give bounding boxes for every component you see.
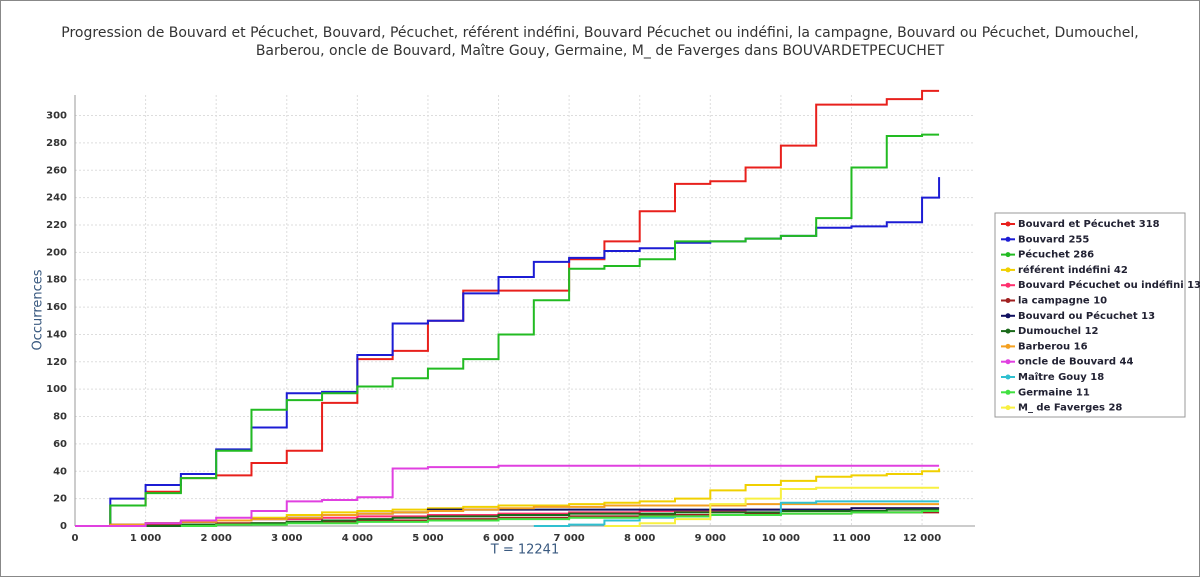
x-tick-label: 1 000 (130, 533, 161, 544)
legend-marker (1005, 374, 1011, 380)
x-tick-label: 5 000 (412, 533, 443, 544)
legend-label: Dumouchel 12 (1018, 326, 1099, 337)
legend-marker (1005, 389, 1011, 395)
y-tick-label: 260 (46, 165, 67, 176)
legend-box (994, 212, 1186, 418)
legend-marker (1005, 328, 1011, 334)
legend-label: Bouvard et Pécuchet 318 (1018, 218, 1160, 230)
y-tick-label: 280 (46, 138, 67, 149)
legend-label: référent indéfini 42 (1018, 264, 1128, 276)
y-tick-label: 240 (46, 193, 67, 204)
legend-label: Maître Gouy 18 (1018, 371, 1104, 383)
legend-marker (1005, 313, 1011, 319)
y-tick-label: 60 (53, 439, 67, 450)
y-tick-label: 120 (46, 357, 67, 368)
x-tick-label: 8 000 (624, 533, 655, 544)
x-tick-label: 12 000 (903, 533, 941, 544)
legend-label: Bouvard 255 (1018, 234, 1089, 245)
legend-marker (1005, 343, 1011, 349)
x-tick-label: 3 000 (271, 533, 302, 544)
legend-marker (1005, 252, 1011, 258)
y-tick-label: 0 (60, 521, 67, 532)
legend-label: Germaine 11 (1018, 387, 1090, 398)
y-tick-label: 80 (53, 412, 67, 423)
y-tick-label: 160 (46, 302, 67, 313)
legend-label: Bouvard ou Pécuchet 13 (1018, 310, 1155, 322)
y-tick-label: 300 (46, 111, 67, 122)
series-line (75, 133, 940, 527)
chart-title: Progression de Bouvard et Pécuchet, Bouv… (61, 25, 1138, 41)
legend-marker (1005, 282, 1011, 288)
y-tick-label: 200 (46, 247, 67, 258)
series-line (180, 509, 940, 527)
legend-marker (1005, 267, 1011, 273)
legend-label: oncle de Bouvard 44 (1018, 357, 1133, 368)
y-tick-label: 220 (46, 220, 67, 231)
legend-label: la campagne 10 (1018, 296, 1107, 307)
legend-marker (1005, 298, 1011, 303)
legend-marker (1005, 221, 1011, 227)
legend-marker (1005, 359, 1011, 365)
legend-label: Barberou 16 (1018, 341, 1088, 352)
legend-label: Pécuchet 286 (1018, 249, 1094, 261)
x-tick-label: 9 000 (695, 533, 726, 544)
y-tick-label: 40 (53, 466, 67, 477)
series-line (604, 486, 940, 527)
x-tick-label: 7 000 (553, 533, 584, 544)
y-axis-label: Occurrences (31, 269, 46, 350)
x-tick-label: 6 000 (483, 533, 514, 544)
y-tick-label: 100 (46, 384, 67, 395)
y-tick-label: 180 (46, 275, 67, 286)
x-tick-label: 4 000 (342, 533, 373, 544)
y-tick-label: 20 (53, 494, 67, 505)
x-axis-label: T = 12241 (490, 543, 559, 558)
x-tick-label: 11 000 (832, 533, 870, 544)
legend-label: M_ de Faverges 28 (1018, 403, 1122, 414)
series-line (75, 464, 940, 527)
x-tick-label: 2 000 (201, 533, 232, 544)
y-tick-label: 140 (46, 329, 67, 340)
chart-title: Barberou, oncle de Bouvard, Maître Gouy,… (256, 43, 945, 59)
legend-marker (1005, 236, 1011, 242)
x-tick-label: 10 000 (762, 533, 800, 544)
legend-marker (1005, 405, 1011, 411)
x-tick-label: 0 (72, 533, 79, 544)
legend-label: Bouvard Pécuchet ou indéfini 13 (1018, 279, 1200, 291)
